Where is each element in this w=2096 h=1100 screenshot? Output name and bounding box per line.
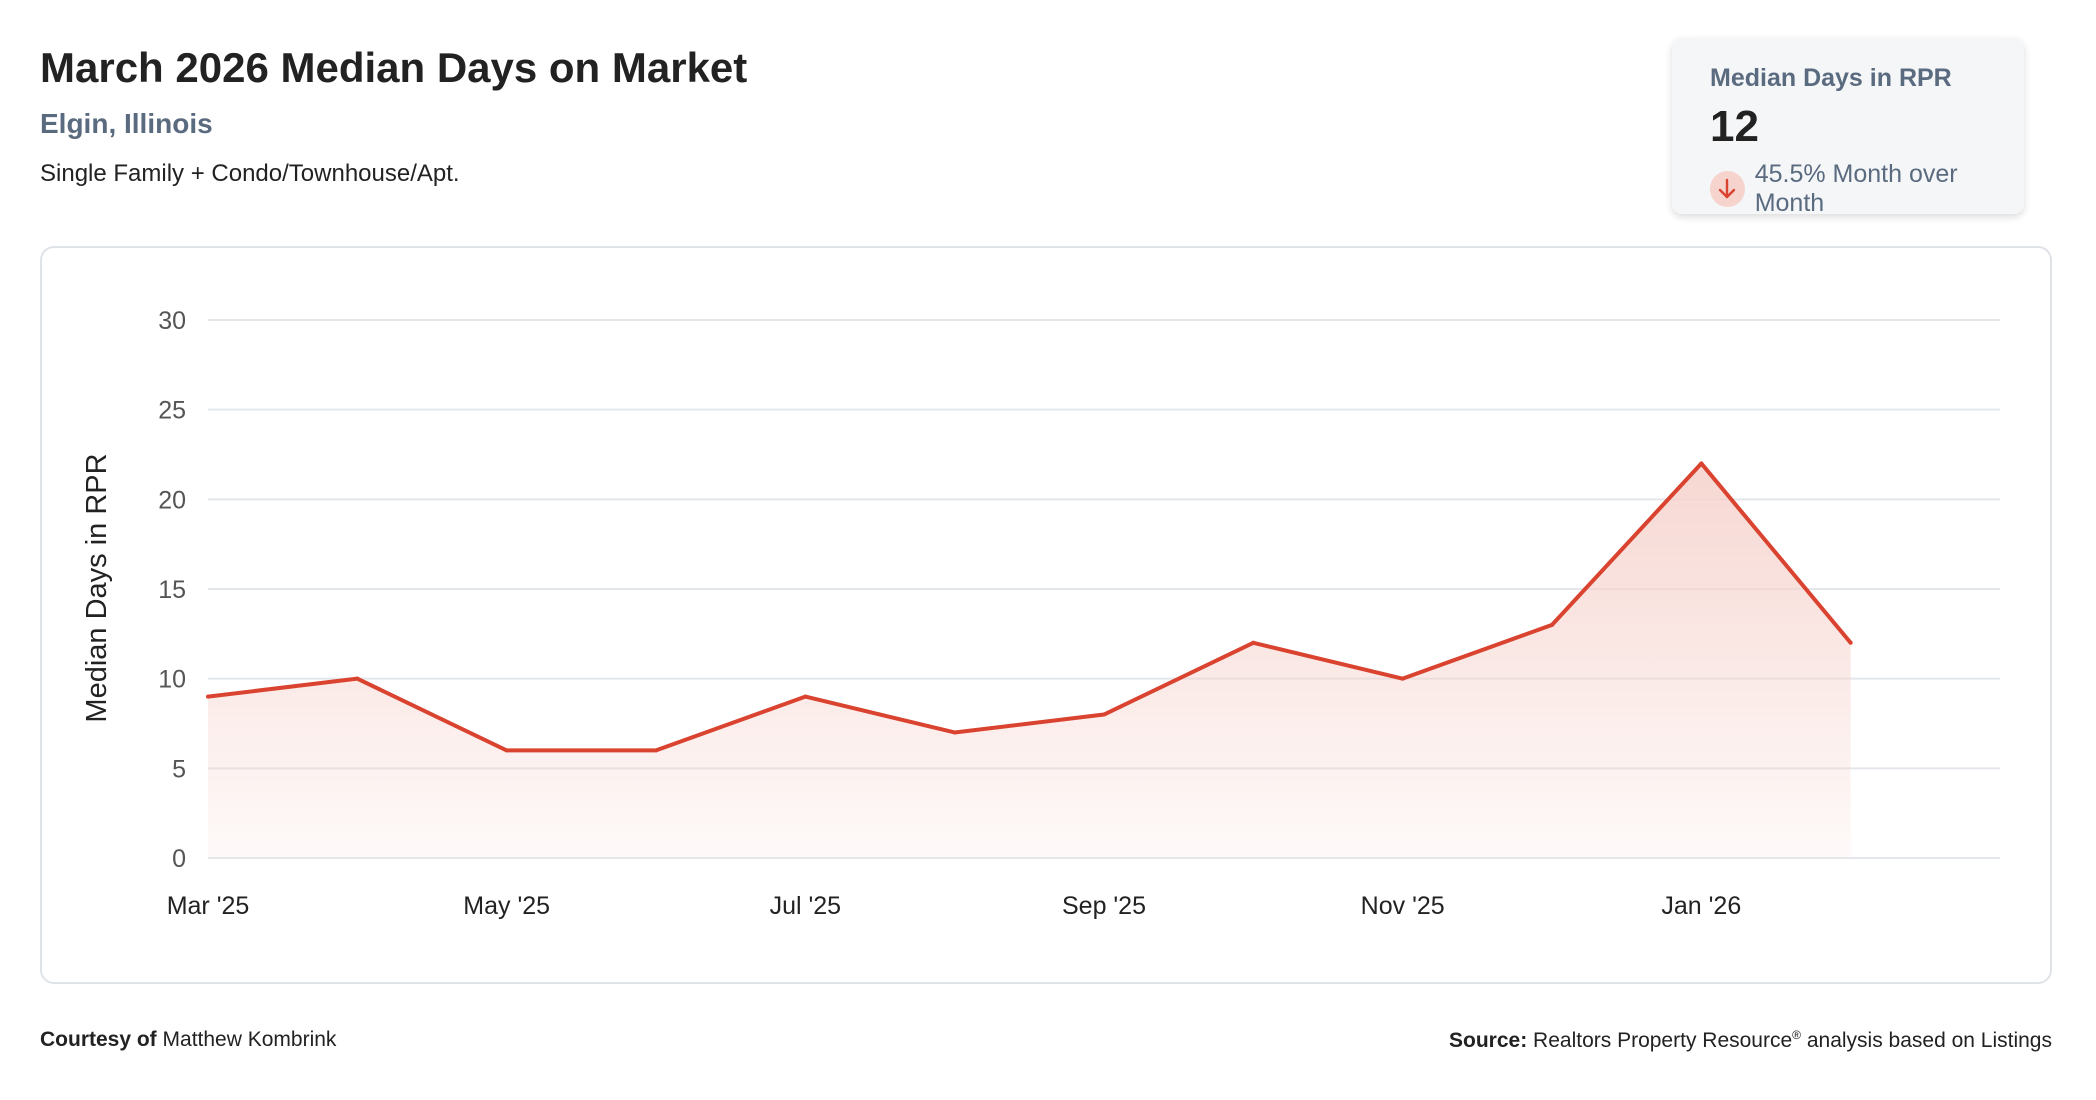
data-point-nov-25 bbox=[1400, 676, 1405, 681]
data-point-feb-26 bbox=[1848, 640, 1853, 645]
property-type-label: Single Family + Condo/Townhouse/Apt. bbox=[40, 160, 460, 187]
source-text: Realtors Property Resource bbox=[1533, 1029, 1793, 1052]
x-tick-label: Jul '25 bbox=[770, 892, 841, 920]
data-point-jul-25 bbox=[803, 694, 808, 699]
x-tick-label: Mar '25 bbox=[167, 892, 250, 920]
y-tick-label: 15 bbox=[158, 576, 186, 604]
x-tick-label: Nov '25 bbox=[1361, 892, 1445, 920]
data-point-dec-25 bbox=[1550, 622, 1554, 627]
registered-mark: ® bbox=[1792, 1028, 1801, 1042]
source-text-end: analysis based on Listings bbox=[1801, 1029, 2052, 1052]
location-subtitle: Elgin, Illinois bbox=[40, 108, 213, 139]
data-point-may-25 bbox=[504, 748, 509, 753]
data-point-oct-25 bbox=[1251, 640, 1256, 645]
kpi-change: 45.5% Month over Month bbox=[1710, 160, 2024, 218]
courtesy-credit: Courtesy of Matthew Kombrink bbox=[40, 1028, 336, 1052]
data-point-aug-25 bbox=[952, 730, 957, 735]
data-point-jan-26 bbox=[1699, 461, 1704, 466]
y-tick-label: 30 bbox=[158, 307, 186, 335]
data-point-sep-25 bbox=[1102, 712, 1106, 717]
y-axis-ticks: 0 5 10 15 20 25 30 bbox=[158, 307, 186, 873]
kpi-change-text: 45.5% Month over Month bbox=[1754, 160, 1958, 217]
courtesy-name: Matthew Kombrink bbox=[162, 1028, 337, 1051]
page-title: March 2026 Median Days on Market bbox=[40, 44, 748, 91]
y-tick-label: 0 bbox=[172, 845, 186, 873]
y-axis-title: Median Days in RPR bbox=[81, 453, 113, 722]
y-tick-label: 25 bbox=[158, 397, 186, 425]
kpi-value: 12 bbox=[1710, 102, 1759, 151]
y-tick-label: 10 bbox=[158, 666, 186, 694]
kpi-label: Median Days in RPR bbox=[1710, 64, 1952, 92]
x-axis-ticks: Mar '25 May '25 Jul '25 Sep '25 Nov '25 Jan '… bbox=[167, 892, 1742, 920]
series-line bbox=[207, 461, 1853, 753]
series-area bbox=[208, 463, 1851, 858]
arrow-down-icon bbox=[1710, 171, 1745, 207]
x-tick-label: May '25 bbox=[463, 892, 550, 920]
y-tick-label: 5 bbox=[172, 755, 186, 783]
courtesy-label: Courtesy of bbox=[40, 1028, 157, 1051]
source-credit: Source: Realtors Property Resource® anal… bbox=[1449, 1028, 2052, 1053]
data-points bbox=[206, 461, 1853, 753]
kpi-card: Median Days in RPR 12 45.5% Month over M… bbox=[1672, 38, 2024, 217]
y-tick-label: 20 bbox=[158, 486, 186, 514]
median-days-chart: 0 5 10 15 20 25 30 Mar '25 May '25 Jul '25 Sep '2… bbox=[81, 307, 2000, 920]
x-tick-label: Jan '26 bbox=[1661, 892, 1741, 920]
chart-panel: 0 5 10 15 20 25 30 Mar '25 May '25 Jul '25 Sep '2… bbox=[40, 246, 2052, 984]
x-tick-label: Sep '25 bbox=[1062, 892, 1146, 920]
data-point-jun-25 bbox=[654, 748, 658, 753]
source-label: Source: bbox=[1449, 1029, 1528, 1052]
data-point-apr-25 bbox=[355, 676, 360, 681]
data-point-mar-25 bbox=[206, 694, 210, 699]
